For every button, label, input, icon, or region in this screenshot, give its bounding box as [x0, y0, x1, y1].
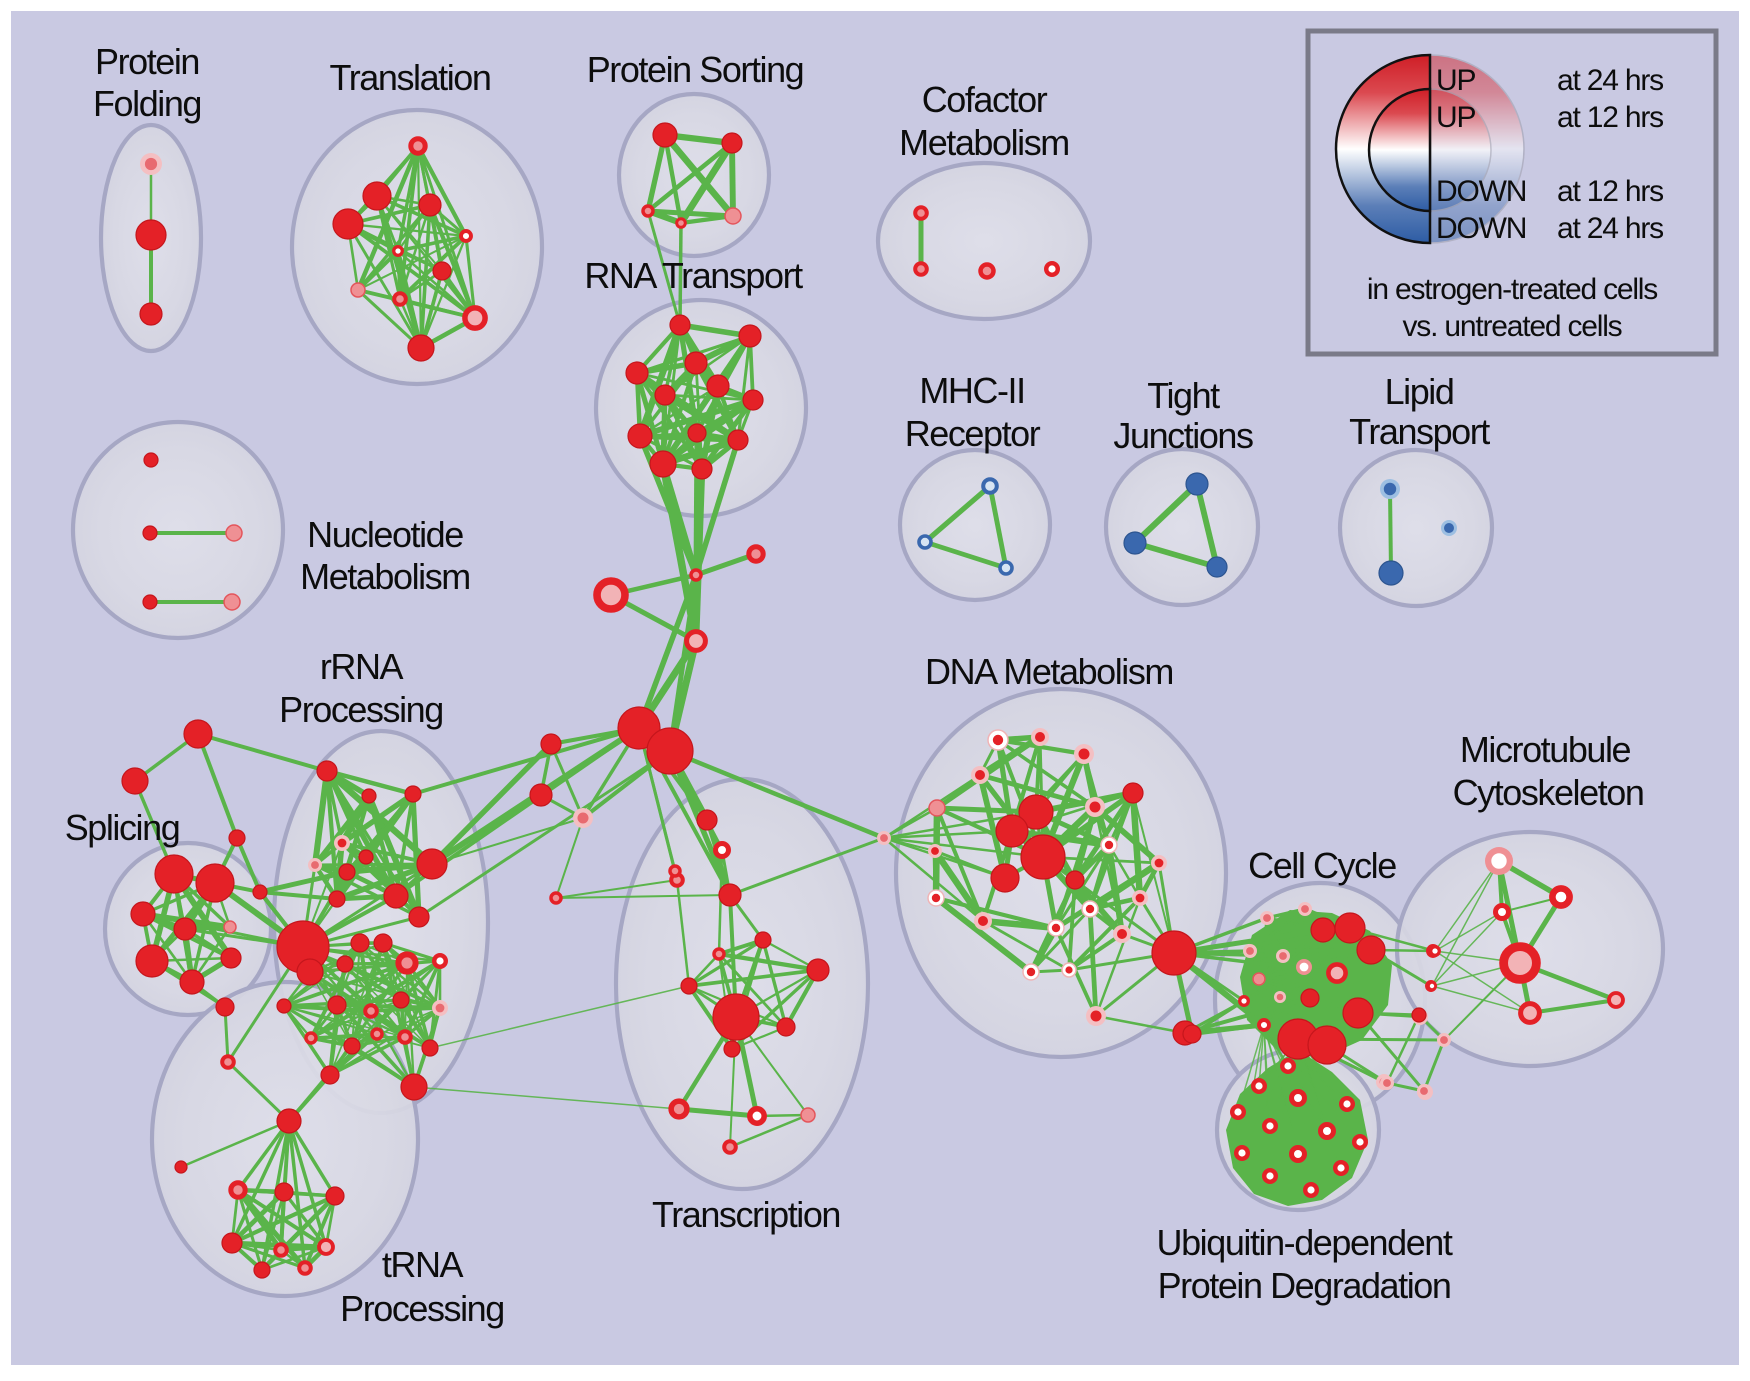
svg-text:Splicing: Splicing	[65, 807, 180, 848]
svg-text:Cytoskeleton: Cytoskeleton	[1453, 772, 1644, 813]
svg-text:RNA Transport: RNA Transport	[584, 255, 803, 296]
svg-text:UP: UP	[1436, 101, 1475, 134]
svg-text:Processing: Processing	[279, 689, 443, 730]
svg-text:Transcription: Transcription	[652, 1194, 840, 1235]
svg-text:rRNA: rRNA	[320, 646, 404, 687]
svg-text:Processing: Processing	[340, 1288, 504, 1329]
svg-text:DNA Metabolism: DNA Metabolism	[925, 651, 1173, 692]
svg-text:Tight: Tight	[1147, 375, 1220, 416]
svg-text:Metabolism: Metabolism	[899, 122, 1069, 163]
svg-text:Nucleotide: Nucleotide	[307, 514, 463, 555]
svg-text:Ubiquitin-dependent: Ubiquitin-dependent	[1157, 1222, 1453, 1263]
svg-text:Protein Degradation: Protein Degradation	[1158, 1265, 1451, 1306]
svg-text:DOWN: DOWN	[1436, 175, 1526, 208]
svg-text:Lipid: Lipid	[1385, 371, 1454, 412]
svg-text:Protein: Protein	[95, 41, 199, 82]
svg-text:Protein Sorting: Protein Sorting	[587, 49, 804, 90]
svg-text:Cell Cycle: Cell Cycle	[1248, 845, 1396, 886]
svg-text:Junctions: Junctions	[1113, 415, 1253, 456]
svg-text:at 24 hrs: at 24 hrs	[1557, 64, 1663, 97]
svg-text:Translation: Translation	[330, 57, 491, 98]
svg-text:Microtubule: Microtubule	[1460, 729, 1631, 770]
svg-text:in estrogen-treated cells: in estrogen-treated cells	[1367, 273, 1657, 306]
svg-text:at 12 hrs: at 12 hrs	[1557, 175, 1663, 208]
svg-text:Folding: Folding	[93, 83, 201, 124]
svg-text:tRNA: tRNA	[382, 1244, 464, 1285]
svg-text:Transport: Transport	[1349, 411, 1490, 452]
svg-text:Cofactor: Cofactor	[922, 79, 1048, 120]
svg-text:MHC-II: MHC-II	[919, 370, 1024, 411]
svg-text:vs. untreated cells: vs. untreated cells	[1403, 310, 1622, 343]
svg-text:Metabolism: Metabolism	[300, 556, 470, 597]
svg-text:at 24 hrs: at 24 hrs	[1557, 212, 1663, 245]
svg-text:DOWN: DOWN	[1436, 212, 1526, 245]
svg-text:UP: UP	[1436, 64, 1475, 97]
svg-text:Receptor: Receptor	[905, 413, 1041, 454]
svg-text:at 12 hrs: at 12 hrs	[1557, 101, 1663, 134]
